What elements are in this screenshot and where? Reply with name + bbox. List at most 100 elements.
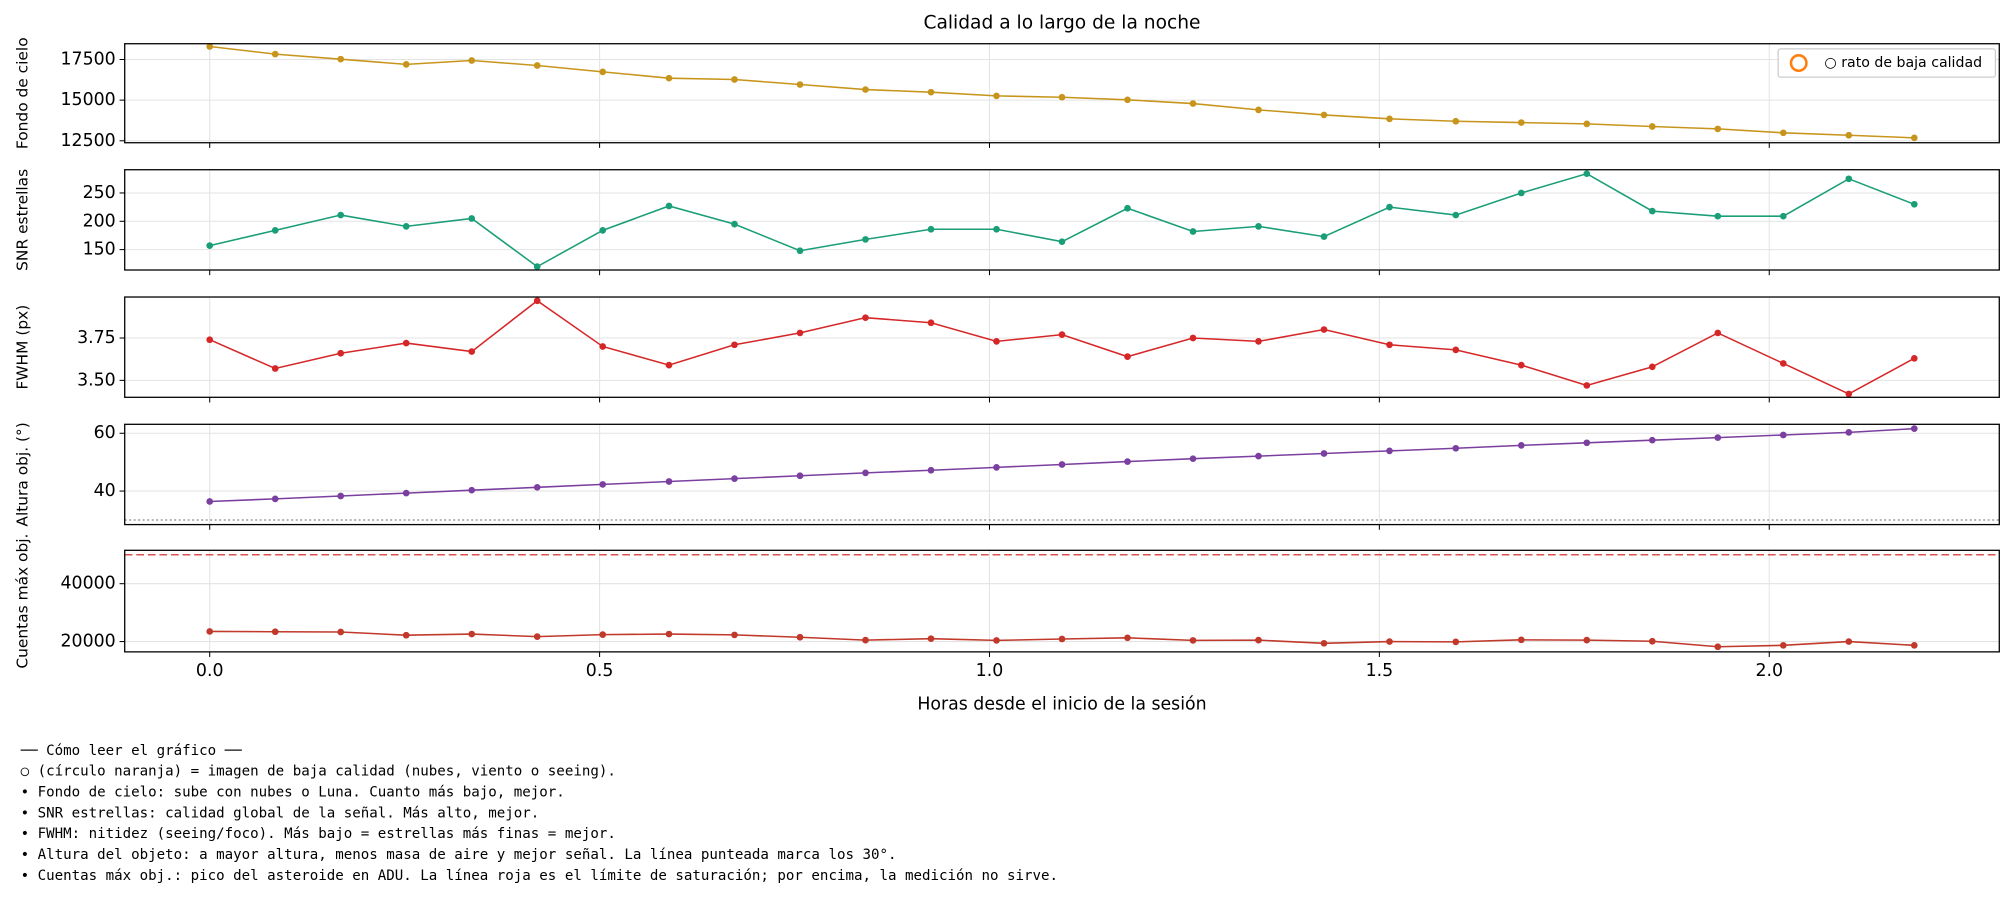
point bbox=[862, 636, 869, 644]
point bbox=[1714, 329, 1722, 337]
point bbox=[665, 361, 673, 369]
point bbox=[337, 211, 345, 219]
note-line: • Cuentas máx obj.: pico del asteroide e… bbox=[21, 868, 1058, 884]
point bbox=[1910, 354, 1918, 362]
point bbox=[1255, 223, 1262, 230]
point bbox=[1648, 123, 1656, 130]
point bbox=[468, 630, 476, 638]
y-tick-label: 200 bbox=[83, 211, 116, 231]
point bbox=[271, 227, 279, 234]
point bbox=[1452, 444, 1460, 452]
point bbox=[1845, 429, 1853, 436]
point bbox=[206, 242, 214, 249]
point bbox=[1058, 93, 1066, 101]
point bbox=[1714, 643, 1722, 651]
point bbox=[731, 475, 738, 482]
point bbox=[1452, 211, 1460, 219]
point bbox=[1845, 131, 1853, 139]
point bbox=[1320, 233, 1328, 240]
y-tick-label: 40000 bbox=[61, 574, 116, 594]
chart-title: Calidad a lo largo de la noche bbox=[923, 13, 1200, 34]
point bbox=[1320, 639, 1328, 647]
point bbox=[271, 365, 279, 372]
y-tick-label: 17500 bbox=[61, 49, 116, 69]
y-axis-label: Fondo de cielo bbox=[14, 37, 32, 149]
point bbox=[927, 225, 935, 233]
point bbox=[993, 338, 1000, 345]
point bbox=[1910, 425, 1918, 432]
point bbox=[468, 486, 476, 494]
point bbox=[1058, 331, 1066, 338]
x-tick-label: 2.0 bbox=[1755, 661, 1783, 681]
point bbox=[1845, 390, 1853, 398]
point bbox=[731, 631, 738, 639]
point bbox=[1386, 115, 1393, 123]
point bbox=[862, 236, 869, 243]
point bbox=[1255, 106, 1262, 114]
note-line: • SNR estrellas: calidad global de la se… bbox=[21, 805, 540, 821]
y-tick-label: 3.75 bbox=[77, 328, 116, 348]
point bbox=[1124, 96, 1131, 104]
point bbox=[665, 478, 673, 485]
point bbox=[533, 483, 541, 491]
y-tick-label: 60 bbox=[94, 423, 116, 443]
point bbox=[665, 202, 673, 210]
y-tick-label: 40 bbox=[94, 481, 116, 501]
y-tick-label: 250 bbox=[83, 183, 116, 203]
point bbox=[206, 336, 214, 344]
legend-marker bbox=[1789, 54, 1808, 73]
point bbox=[862, 86, 869, 93]
point bbox=[1517, 119, 1525, 126]
point bbox=[533, 263, 541, 270]
point bbox=[796, 472, 804, 480]
point bbox=[796, 81, 804, 88]
point bbox=[1583, 439, 1591, 447]
y-axis-label: SNR estrellas bbox=[14, 169, 32, 271]
point bbox=[1189, 334, 1197, 342]
point bbox=[402, 489, 410, 497]
point bbox=[468, 57, 476, 64]
point bbox=[927, 88, 935, 96]
point bbox=[993, 92, 1000, 100]
point bbox=[1517, 442, 1525, 449]
point bbox=[1386, 638, 1393, 645]
point bbox=[599, 631, 607, 638]
point bbox=[1845, 638, 1853, 645]
point bbox=[796, 247, 804, 255]
y-tick-label: 20000 bbox=[61, 632, 116, 652]
point bbox=[993, 464, 1000, 471]
point bbox=[1124, 458, 1131, 465]
legend-box bbox=[1777, 48, 1997, 78]
point bbox=[1779, 360, 1787, 367]
y-tick-label: 3.50 bbox=[77, 370, 116, 390]
point bbox=[1124, 204, 1131, 212]
point bbox=[1714, 125, 1722, 133]
point bbox=[796, 633, 804, 641]
point bbox=[862, 469, 869, 477]
point bbox=[1517, 636, 1525, 644]
point bbox=[1583, 120, 1591, 128]
point bbox=[271, 628, 279, 636]
point bbox=[1124, 353, 1131, 360]
point bbox=[337, 55, 345, 63]
point bbox=[1648, 363, 1656, 371]
axes-frame bbox=[124, 423, 2000, 526]
point bbox=[402, 61, 410, 68]
point bbox=[599, 481, 607, 488]
x-axis-label: Horas desde el inicio de la sesión bbox=[917, 695, 1206, 715]
point bbox=[1517, 361, 1525, 369]
point bbox=[468, 348, 476, 355]
y-tick-label: 150 bbox=[83, 240, 116, 260]
point bbox=[1845, 175, 1853, 183]
point bbox=[1189, 228, 1197, 235]
point bbox=[599, 227, 607, 234]
point bbox=[533, 633, 541, 640]
point bbox=[1648, 207, 1656, 215]
point bbox=[1583, 170, 1591, 178]
series-line bbox=[209, 45, 1915, 139]
point bbox=[1386, 447, 1393, 455]
note-line: • Altura del objeto: a mayor altura, men… bbox=[21, 847, 897, 863]
note-line: • Fondo de cielo: sube con nubes o Luna.… bbox=[21, 785, 565, 801]
point bbox=[533, 297, 541, 305]
